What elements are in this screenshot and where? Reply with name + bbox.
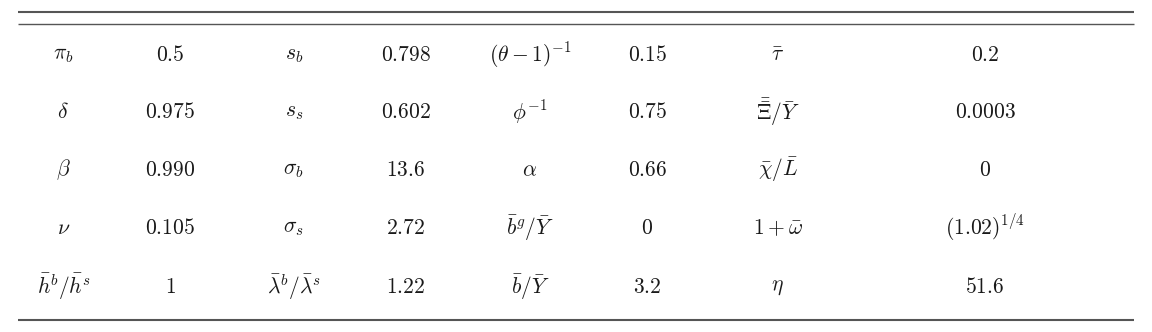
Text: $\pi_b$: $\pi_b$: [53, 45, 74, 65]
Text: $\bar{\tau}$: $\bar{\tau}$: [771, 45, 785, 65]
Text: $s_s$: $s_s$: [285, 102, 303, 122]
Text: $0.66$: $0.66$: [628, 160, 667, 180]
Text: $\eta$: $\eta$: [771, 277, 785, 297]
Text: $0.15$: $0.15$: [628, 45, 667, 65]
Text: $1.22$: $1.22$: [386, 277, 425, 297]
Text: $\alpha$: $\alpha$: [522, 160, 538, 180]
Text: $0.798$: $0.798$: [380, 45, 431, 65]
Text: $0.602$: $0.602$: [380, 102, 431, 122]
Text: $\phi^{-1}$: $\phi^{-1}$: [513, 98, 547, 126]
Text: $13.6$: $13.6$: [386, 160, 425, 180]
Text: $s_b$: $s_b$: [285, 45, 303, 65]
Text: $\delta$: $\delta$: [58, 102, 69, 122]
Text: $0.975$: $0.975$: [145, 102, 196, 122]
Text: $(1.02)^{1/4}$: $(1.02)^{1/4}$: [945, 213, 1025, 243]
Text: $2.72$: $2.72$: [386, 218, 425, 238]
Text: $\bar{b}^g/\bar{Y}$: $\bar{b}^g/\bar{Y}$: [506, 213, 554, 243]
Text: $0$: $0$: [642, 218, 653, 238]
Text: $0$: $0$: [979, 160, 991, 180]
Text: $\bar{\bar{\Xi}}/\bar{Y}$: $\bar{\bar{\Xi}}/\bar{Y}$: [756, 96, 799, 128]
Text: $\sigma_b$: $\sigma_b$: [283, 160, 304, 180]
Text: $1 + \bar{\omega}$: $1 + \bar{\omega}$: [752, 217, 803, 238]
Text: $0.5$: $0.5$: [157, 45, 184, 65]
Text: $\bar{\chi}/\bar{L}$: $\bar{\chi}/\bar{L}$: [758, 156, 797, 184]
Text: $1$: $1$: [165, 277, 176, 297]
Text: $\beta$: $\beta$: [56, 158, 70, 182]
Text: $3.2$: $3.2$: [634, 277, 661, 297]
Text: $\bar{h}^b/\bar{h}^s$: $\bar{h}^b/\bar{h}^s$: [37, 272, 90, 302]
Text: $0.105$: $0.105$: [145, 218, 196, 238]
Text: $\bar{\lambda}^b/\bar{\lambda}^s$: $\bar{\lambda}^b/\bar{\lambda}^s$: [267, 272, 320, 302]
Text: $\sigma_s$: $\sigma_s$: [283, 218, 304, 238]
Text: $\bar{b}/\bar{Y}$: $\bar{b}/\bar{Y}$: [510, 272, 550, 302]
Text: $0.75$: $0.75$: [628, 102, 667, 122]
Text: $0.0003$: $0.0003$: [955, 102, 1015, 122]
Text: $0.990$: $0.990$: [145, 160, 196, 180]
Text: $0.2$: $0.2$: [971, 45, 999, 65]
Text: $\nu$: $\nu$: [56, 218, 70, 238]
Text: $51.6$: $51.6$: [965, 277, 1005, 297]
Text: $(\theta - 1)^{-1}$: $(\theta - 1)^{-1}$: [488, 40, 571, 70]
